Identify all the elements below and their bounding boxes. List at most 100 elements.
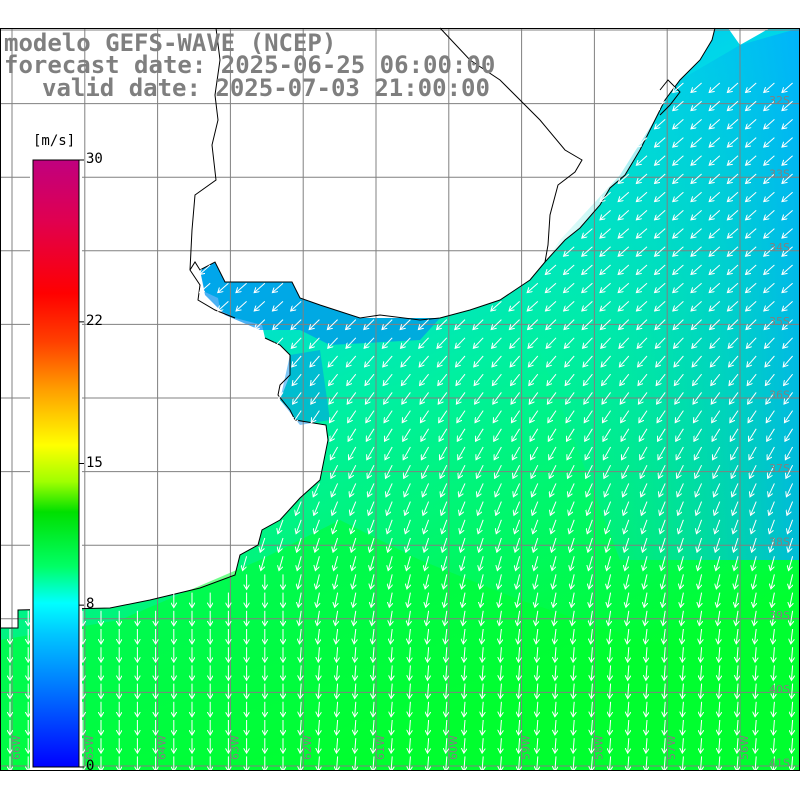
- wind-arrow: [609, 738, 610, 753]
- wind-arrow: [639, 410, 648, 423]
- wind-arrow: [549, 446, 557, 460]
- wind-arrow: [383, 373, 393, 385]
- wind-arrow: [636, 210, 648, 219]
- wind-arrow: [691, 228, 702, 238]
- wind-arrow: [300, 647, 301, 662]
- wind-arrow: [603, 428, 612, 441]
- wind-arrow: [278, 537, 284, 552]
- wind-arrow: [764, 210, 775, 219]
- wind-arrow: [587, 501, 593, 516]
- wind-arrow: [570, 556, 575, 570]
- wind-arrow: [626, 592, 629, 608]
- wind-arrow: [727, 282, 739, 292]
- wind-arrow: [640, 446, 648, 460]
- wind-arrow: [676, 428, 684, 441]
- wind-arrow: [628, 683, 629, 699]
- wind-arrow: [385, 428, 393, 441]
- wind-arrow: [441, 483, 448, 496]
- wind-arrow: [737, 665, 738, 680]
- latitude-label: 33S: [769, 168, 790, 181]
- wind-arrow: [400, 319, 411, 330]
- wind-arrow: [583, 373, 593, 385]
- wind-arrow: [355, 665, 356, 680]
- wind-arrow: [766, 410, 775, 423]
- wind-arrow: [746, 100, 757, 110]
- wind-arrow: [784, 373, 793, 385]
- wind-arrow: [300, 738, 301, 753]
- wind-arrow: [691, 100, 702, 110]
- wind-arrow: [529, 392, 539, 404]
- wind-arrow: [709, 228, 721, 238]
- wind-arrow: [764, 82, 775, 92]
- wind-arrow: [318, 719, 319, 735]
- wind-arrow: [534, 574, 537, 589]
- wind-arrow: [369, 537, 375, 552]
- wind-arrow: [537, 683, 538, 699]
- longitude-labels: 66W 65W 64W 63W 62W 61W 60W 59W 58W 57W 56W: [10, 735, 751, 760]
- wind-arrow: [334, 556, 339, 570]
- wind-arrow: [621, 410, 630, 423]
- wind-arrow: [475, 410, 484, 423]
- wind-arrow: [655, 264, 666, 274]
- wind-arrow: [695, 464, 703, 478]
- wind-arrow: [440, 446, 448, 460]
- wind-arrow: [682, 701, 683, 717]
- wind-arrow: [719, 683, 720, 699]
- wind-arrow: [367, 464, 375, 478]
- wind-arrow: [636, 301, 648, 311]
- wind-arrow: [347, 373, 357, 385]
- wind-arrow: [601, 337, 611, 348]
- wind-arrow: [491, 301, 502, 311]
- wind-arrow: [518, 628, 520, 644]
- wind-arrow: [477, 483, 484, 496]
- wind-arrow: [494, 428, 502, 441]
- wind-arrow: [518, 665, 519, 680]
- wind-arrow: [482, 701, 483, 717]
- wind-arrow: [299, 610, 301, 626]
- wind-arrow: [481, 628, 483, 644]
- wind-arrow: [729, 392, 739, 404]
- wind-arrow: [564, 264, 575, 274]
- wind-arrow: [310, 355, 320, 367]
- wind-arrow: [373, 756, 374, 771]
- wind-arrow: [765, 337, 775, 348]
- wind-arrow: [626, 610, 628, 626]
- wind-arrow: [730, 428, 739, 441]
- wind-arrow: [391, 738, 392, 753]
- wind-arrow: [719, 719, 720, 735]
- wind-arrow: [619, 337, 630, 348]
- wind-arrow: [537, 738, 538, 753]
- wind-arrow: [409, 628, 411, 644]
- wind-arrow: [530, 410, 539, 423]
- coastal-shade: [280, 350, 330, 425]
- wind-arrow: [791, 756, 792, 771]
- wind-arrow: [583, 337, 593, 348]
- wind-arrow: [755, 665, 756, 680]
- wind-arrow: [352, 556, 357, 570]
- wind-arrow: [582, 301, 593, 311]
- wind-arrow: [782, 246, 793, 256]
- wind-arrow: [383, 355, 393, 367]
- wind-arrow: [746, 173, 757, 183]
- wind-arrow: [401, 373, 411, 385]
- wind-arrow: [527, 301, 539, 311]
- wind-arrow: [348, 428, 357, 441]
- wind-arrow: [463, 610, 465, 626]
- wind-arrow: [297, 537, 302, 552]
- wind-arrow: [656, 373, 666, 385]
- ocean-field: [0, 28, 800, 770]
- wind-arrow: [494, 446, 502, 460]
- wind-arrow: [480, 592, 483, 608]
- wind-arrow: [736, 610, 738, 626]
- wind-arrow: [618, 210, 630, 219]
- wind-arrow: [692, 337, 702, 348]
- wind-arrow: [296, 501, 302, 516]
- longitude-label: 57W: [665, 735, 678, 760]
- wind-arrow: [551, 519, 557, 534]
- wind-arrow: [748, 392, 757, 404]
- wind-arrow: [696, 501, 703, 516]
- wind-arrow: [564, 301, 575, 311]
- wind-arrow: [427, 665, 428, 680]
- wind-arrow: [272, 301, 284, 311]
- wind-arrow: [336, 647, 337, 662]
